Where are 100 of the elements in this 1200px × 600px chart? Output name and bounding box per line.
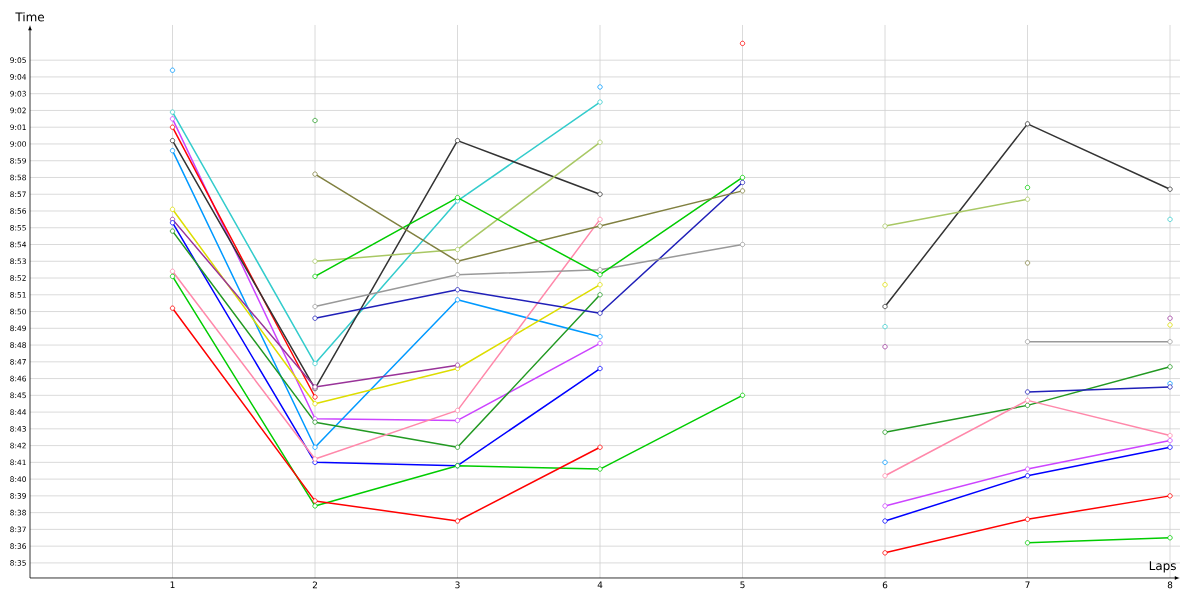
point — [597, 340, 603, 346]
point — [882, 518, 888, 524]
point — [597, 282, 603, 288]
point — [1167, 444, 1173, 450]
point — [1167, 432, 1173, 439]
point — [312, 401, 318, 407]
point — [882, 324, 888, 330]
point — [169, 268, 176, 274]
point — [454, 417, 461, 424]
point — [312, 171, 318, 177]
x-axis-title: Laps — [1149, 561, 1176, 573]
point — [739, 174, 746, 181]
point — [597, 223, 603, 229]
point — [1024, 389, 1031, 395]
point — [1024, 196, 1031, 202]
point — [1167, 364, 1173, 370]
point — [597, 466, 603, 472]
point — [1024, 397, 1031, 403]
y-axis-title: Time — [15, 12, 45, 22]
point — [597, 267, 603, 273]
point — [882, 344, 888, 350]
point — [1167, 339, 1173, 345]
point — [882, 503, 888, 509]
point — [597, 444, 603, 450]
point — [882, 459, 888, 465]
point — [597, 334, 603, 340]
point — [1167, 315, 1173, 321]
point — [169, 148, 176, 154]
point — [1024, 516, 1031, 522]
point — [312, 258, 318, 264]
point — [454, 297, 461, 303]
point — [454, 444, 461, 450]
point — [597, 310, 603, 316]
x-tick-label: 2 — [312, 581, 317, 589]
point — [169, 138, 176, 144]
point — [169, 220, 176, 226]
point — [312, 394, 318, 400]
point — [1024, 260, 1031, 266]
x-tick-label: 5 — [740, 581, 745, 589]
point — [1167, 535, 1173, 541]
x-tick-label: 7 — [1025, 581, 1030, 589]
point — [169, 305, 176, 311]
point — [1024, 121, 1031, 127]
point — [1024, 184, 1031, 191]
point — [597, 84, 603, 90]
point — [1024, 473, 1031, 479]
point — [312, 503, 318, 509]
point — [454, 287, 461, 293]
point — [739, 188, 746, 194]
point — [1167, 216, 1173, 222]
point — [1167, 437, 1173, 444]
point — [597, 216, 603, 222]
point — [597, 292, 603, 298]
point — [1167, 493, 1173, 499]
x-tick-label: 4 — [597, 581, 603, 589]
point — [739, 179, 746, 186]
point — [169, 273, 176, 279]
point — [169, 206, 176, 212]
point — [312, 303, 318, 310]
point — [454, 407, 461, 414]
point — [1024, 540, 1031, 546]
point — [312, 117, 318, 124]
point — [597, 365, 603, 372]
point — [739, 40, 746, 47]
point — [1167, 186, 1173, 192]
x-tick-label: 1 — [170, 581, 175, 589]
point — [882, 429, 888, 435]
point — [597, 272, 603, 278]
point — [454, 246, 461, 253]
point — [454, 362, 461, 368]
point — [169, 228, 176, 234]
point — [597, 139, 603, 145]
point — [169, 124, 176, 130]
point — [882, 550, 888, 556]
point — [454, 138, 461, 144]
point — [454, 518, 461, 524]
point — [1024, 466, 1031, 472]
point — [312, 444, 318, 450]
point — [312, 273, 318, 279]
point — [882, 223, 888, 229]
point — [312, 360, 318, 367]
point — [1024, 339, 1031, 345]
point — [454, 194, 461, 201]
point — [739, 241, 746, 248]
point — [882, 303, 888, 310]
point — [1167, 322, 1173, 328]
point — [454, 272, 461, 278]
point — [739, 392, 746, 398]
x-tick-label: 3 — [455, 581, 460, 589]
point — [882, 473, 888, 479]
x-tick-label: 8 — [1167, 581, 1173, 589]
point — [312, 498, 318, 504]
point — [312, 315, 318, 321]
point — [597, 191, 603, 197]
x-tick-label: 6 — [882, 581, 888, 589]
point — [169, 67, 176, 73]
point — [454, 258, 461, 264]
point — [882, 282, 888, 288]
point — [169, 116, 176, 122]
point — [1024, 402, 1031, 408]
